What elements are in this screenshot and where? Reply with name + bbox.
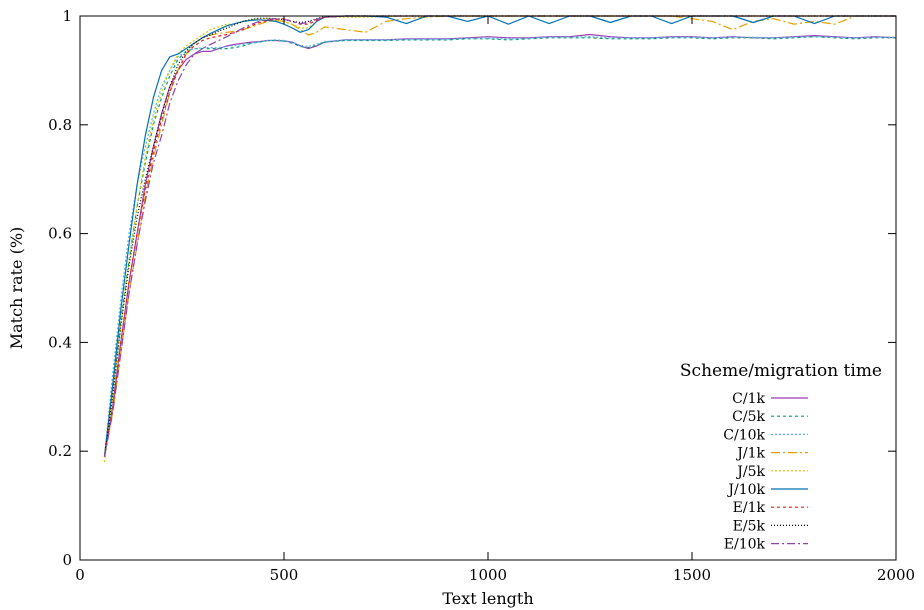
series-line-c-5k <box>103 36 896 457</box>
series-line-j-5k <box>103 15 896 463</box>
series-layer <box>103 15 897 463</box>
legend-label: E/5k <box>733 518 766 534</box>
y-tick-label: 0.8 <box>48 116 72 134</box>
plot-frame <box>79 15 897 561</box>
legend-label: C/5k <box>732 409 765 425</box>
series-line-j-1k <box>103 15 896 457</box>
legend-label: C/1k <box>732 391 765 407</box>
legend: Scheme/migration time C/1k C/5k C/10k J/1k J… <box>680 361 882 553</box>
legend-label: J/1k <box>735 446 765 462</box>
legend-label: J/10k <box>726 482 765 498</box>
x-tick-label: 500 <box>270 566 299 584</box>
legend-label: E/1k <box>733 500 766 516</box>
x-tick-label: 0 <box>75 566 85 584</box>
series-line-c-1k <box>103 33 897 457</box>
legend-label: E/10k <box>724 537 766 553</box>
series-line-e-10k <box>103 15 896 457</box>
y-tick-label: 0.4 <box>48 333 72 351</box>
x-tick-label: 1000 <box>469 566 507 584</box>
legend-items: C/1k C/5k C/10k J/1k J/5k J/10k E/1k E/5k E/10k <box>723 391 808 553</box>
y-tick-label: 1 <box>62 7 72 25</box>
legend-label: J/5k <box>735 464 765 480</box>
y-tick-label: 0.2 <box>48 442 72 460</box>
x-axis-label: Text length <box>442 589 533 608</box>
y-tick-label: 0.6 <box>48 225 72 243</box>
ticks-layer: 0 500 1000 1500 2000 0 0.2 0.4 0.6 0.8 1 <box>48 7 915 584</box>
legend-title: Scheme/migration time <box>680 361 882 381</box>
series-line-c-10k <box>103 36 896 457</box>
x-tick-label: 2000 <box>877 566 915 584</box>
series-line-e-1k <box>103 15 896 457</box>
series-line-j-10k <box>103 15 896 457</box>
y-axis-label: Match rate (%) <box>7 227 26 350</box>
y-tick-label: 0 <box>62 551 72 569</box>
legend-label: C/10k <box>723 427 765 443</box>
x-tick-label: 1500 <box>673 566 711 584</box>
series-line-e-5k <box>103 15 896 457</box>
